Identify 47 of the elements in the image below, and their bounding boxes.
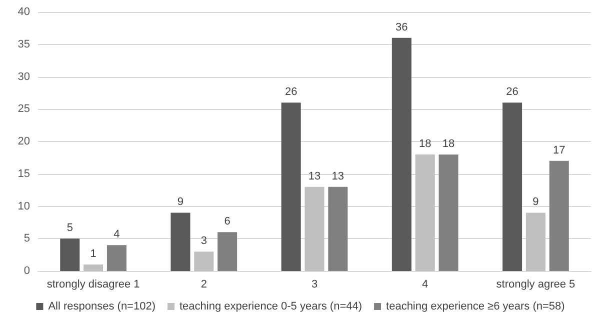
x-tick-label: 2 [200,278,207,290]
bar [415,154,435,271]
data-label: 18 [418,138,432,150]
x-tick-label: 4 [422,278,428,290]
bar [281,102,301,271]
legend-label: teaching experience ≥6 years (n=58) [386,300,565,312]
data-label: 13 [308,170,321,182]
data-label: 9 [177,196,184,208]
data-label: 13 [332,170,344,182]
y-tick-label: 15 [18,168,30,180]
data-label: 3 [200,235,207,248]
bar [84,264,104,271]
y-tick-label: 30 [18,70,30,83]
y-tick-label: 35 [18,38,30,50]
data-label: 5 [66,222,73,234]
x-tick-label: strongly disagree 1 [46,278,140,290]
bar [328,186,348,271]
legend-label: teaching experience 0-5 years (n=44) [180,300,362,312]
y-tick-label: 25 [18,103,30,116]
data-label: 17 [552,144,566,156]
data-label: 26 [506,86,518,98]
x-tick-label: 3 [311,278,318,290]
bar [526,212,546,271]
y-tick-label: 5 [24,232,30,245]
bar [194,252,214,271]
y-tick-label: 40 [18,6,30,18]
data-label: 26 [284,86,298,98]
x-tick-label: strongly agree 5 [496,278,576,290]
data-label: 6 [224,216,230,228]
data-label: 9 [532,196,539,208]
bar [438,154,458,271]
y-tick-label: 20 [18,136,30,148]
data-label: 4 [114,228,120,241]
data-label: 18 [442,138,455,150]
y-tick-label: 10 [18,200,30,212]
y-tick-label: 0 [24,265,30,277]
bar [60,238,80,271]
bar [304,186,324,271]
bar [218,232,238,271]
bar [106,245,126,271]
data-label: 1 [90,248,96,260]
data-label: 36 [396,21,408,34]
bar [392,38,412,271]
bar [170,212,190,271]
bar [502,102,522,271]
legend-label: All responses (n=102) [48,300,156,312]
bar [549,160,569,271]
